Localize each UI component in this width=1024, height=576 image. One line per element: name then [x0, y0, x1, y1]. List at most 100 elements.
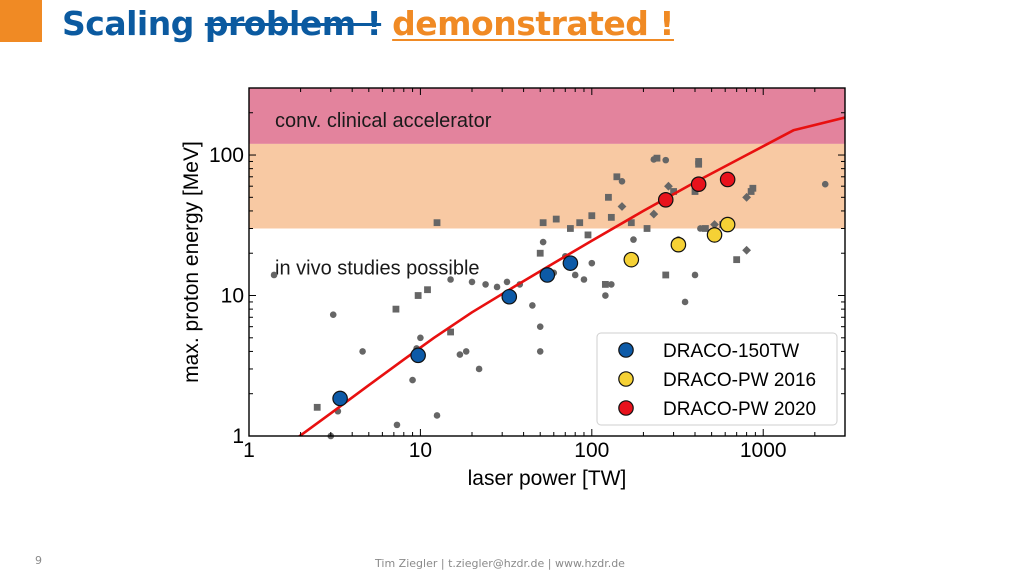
literature-point-circle	[482, 281, 489, 288]
literature-point-circle	[536, 348, 544, 355]
literature-point-circle	[475, 365, 483, 373]
literature-point-circle	[433, 412, 441, 419]
title-main-text: Scaling	[62, 4, 205, 43]
legend-marker	[618, 400, 634, 416]
literature-point-circle	[503, 278, 511, 286]
literature-point-square	[576, 219, 584, 227]
literature-point-diamond	[742, 245, 752, 255]
legend-label: DRACO-PW 2016	[663, 370, 816, 391]
literature-point-square	[670, 188, 677, 195]
literature-point-circle	[630, 236, 637, 243]
footer-contact: Tim Ziegler | t.ziegler@hzdr.de | www.hz…	[375, 557, 625, 570]
literature-point-circle	[539, 238, 547, 246]
literature-point-circle	[588, 259, 596, 267]
literature-point-diamond	[710, 220, 719, 229]
literature-point-square	[588, 212, 596, 220]
literature-point-square	[613, 173, 621, 181]
band-label-clinical: conv. clinical accelerator	[275, 110, 492, 132]
y-tick-label: 100	[209, 144, 244, 167]
series-point-draco-pw-2016	[706, 227, 723, 243]
series-point-draco-150tw	[539, 267, 556, 283]
series-point-draco-pw-2016	[670, 236, 687, 253]
page-number: 9	[35, 554, 42, 567]
literature-point-square	[605, 193, 612, 201]
literature-point-circle	[691, 271, 699, 279]
legend-label: DRACO-PW 2020	[663, 399, 816, 420]
literature-point-square	[643, 225, 651, 232]
literature-point-circle	[417, 334, 424, 342]
series-point-draco-150tw	[332, 390, 348, 407]
literature-point-square	[566, 225, 574, 232]
literature-point-circle	[602, 292, 609, 299]
literature-point-square	[433, 219, 441, 227]
literature-point-circle	[662, 156, 670, 164]
y-tick-label: 10	[221, 285, 244, 308]
literature-point-square	[424, 286, 431, 294]
literature-point-circle	[571, 271, 579, 279]
series-point-draco-150tw	[501, 288, 518, 305]
literature-point-diamond	[664, 181, 673, 191]
series-point-draco-pw-2016	[623, 251, 640, 268]
literature-point-diamond	[617, 202, 627, 211]
x-tick-label: 10	[409, 439, 432, 462]
band-1	[249, 143, 845, 229]
literature-point-square	[584, 231, 592, 239]
literature-point-circle	[529, 302, 536, 309]
title-accent-square	[0, 0, 42, 42]
literature-point-square	[733, 256, 741, 264]
literature-point-circle	[580, 276, 588, 283]
literature-point-circle	[359, 348, 366, 355]
literature-point-circle	[618, 178, 626, 185]
literature-point-square	[536, 249, 544, 257]
plot-frame	[248, 87, 846, 437]
literature-point-square	[691, 188, 699, 195]
literature-point-circle	[821, 180, 829, 188]
literature-point-square	[539, 219, 547, 227]
literature-point-square	[601, 280, 609, 288]
legend-marker	[618, 342, 634, 358]
literature-point-square	[627, 219, 635, 227]
y-tick-label: 1	[232, 425, 244, 448]
series-point-draco-pw-2020	[690, 176, 707, 192]
literature-point-circle	[493, 283, 501, 291]
literature-point-circle	[456, 351, 464, 358]
x-tick-label: 1000	[740, 439, 787, 462]
literature-point-circle	[681, 298, 689, 306]
fit-line	[297, 116, 845, 436]
literature-point-square	[653, 154, 661, 162]
literature-point-square	[552, 215, 560, 223]
literature-point-circle	[270, 271, 278, 279]
literature-point-square	[313, 403, 321, 411]
literature-point-diamond	[649, 209, 659, 219]
x-tick-label: 100	[574, 439, 609, 462]
literature-point-square	[607, 213, 615, 221]
literature-point-square	[695, 158, 703, 165]
literature-point-square	[414, 292, 422, 299]
literature-point-square	[662, 271, 670, 279]
legend-marker	[618, 371, 634, 387]
literature-point-circle	[393, 421, 401, 429]
series-point-draco-pw-2016	[719, 216, 736, 233]
literature-point-circle	[409, 376, 416, 384]
literature-point-square	[392, 305, 400, 313]
x-axis-label: laser power [TW]	[468, 467, 627, 490]
series-point-draco-pw-2020	[719, 171, 736, 188]
title-struck-text: problem !	[204, 4, 382, 43]
series-point-draco-150tw	[562, 255, 579, 271]
y-axis-label: max. proton energy [MeV]	[180, 141, 203, 383]
band-label-invivo: in vivo studies possible	[275, 257, 480, 279]
literature-point-circle	[536, 323, 544, 330]
literature-point-square	[702, 225, 709, 232]
title-accent-text: demonstrated !	[392, 4, 674, 43]
legend-box	[596, 332, 838, 426]
literature-point-circle	[468, 278, 476, 286]
legend-label: DRACO-150TW	[663, 341, 799, 362]
band-0	[249, 88, 845, 144]
literature-point-square	[447, 328, 454, 336]
literature-point-circle	[329, 311, 337, 319]
series-point-draco-pw-2020	[657, 192, 674, 208]
literature-point-circle	[462, 348, 470, 355]
slide-title: Scaling problem ! demonstrated !	[62, 4, 674, 43]
x-tick-label: 1	[243, 439, 255, 462]
